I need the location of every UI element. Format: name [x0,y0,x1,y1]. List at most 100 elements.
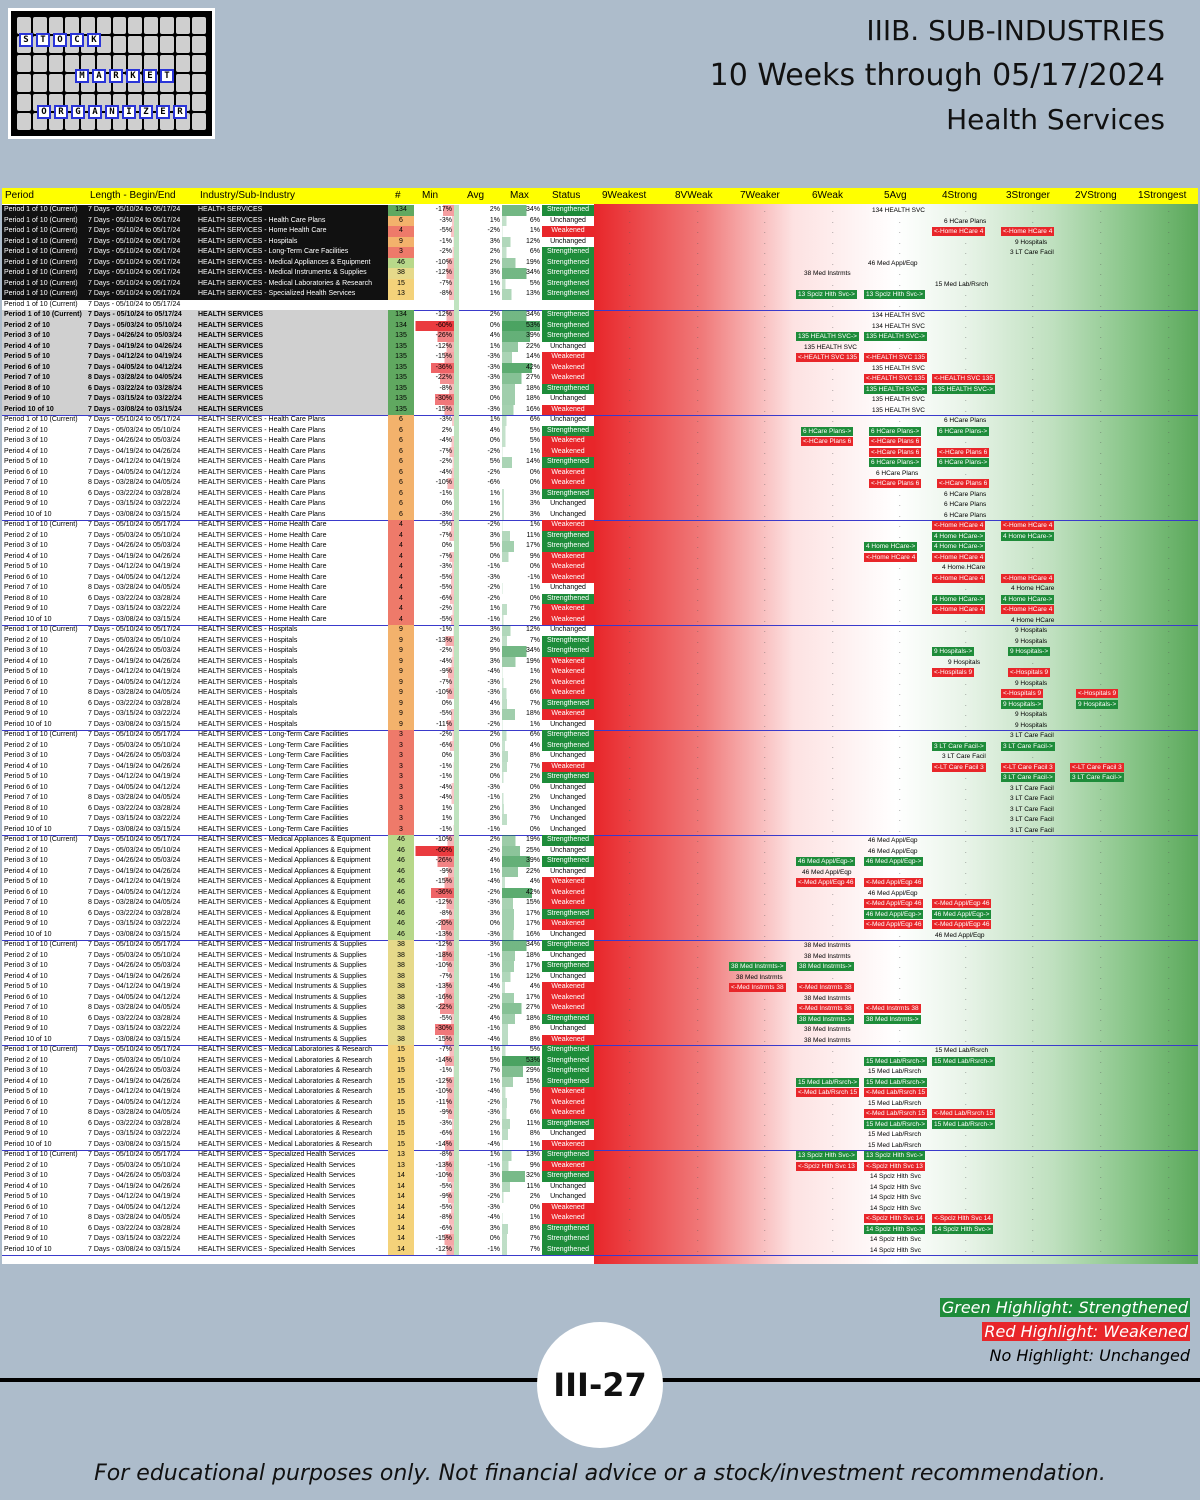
status-cell: Unchanged [550,1193,586,1200]
empty-dot: . [832,376,834,382]
empty-dot: . [1168,859,1170,865]
industry-cell: HEALTH SERVICES - Health Care Plans [198,479,326,486]
empty-dot: . [1100,1174,1102,1180]
length-cell: 8 Days - 03/28/24 to 04/05/24 [88,479,181,486]
count-cell: 9 [388,698,414,709]
rank-badge: 9 Hospitals [1015,711,1048,718]
min-cell: -2% [414,457,454,468]
empty-dot: . [1168,617,1170,624]
industry-cell: HEALTH SERVICES - Medical Appliances & E… [198,920,371,927]
empty-dot: . [1168,911,1170,918]
min-cell: -12% [414,898,454,909]
logo-letter: R [173,105,187,119]
max-cell: 17% [502,541,542,552]
empty-dot: . [697,302,699,309]
empty-dot: . [629,1111,631,1117]
table-row: Period 7 of 10 8 Days - 03/28/24 to 04/05… [2,1003,1198,1014]
industry-cell: HEALTH SERVICES - Long-Term Care Facilit… [198,783,349,791]
empty-dot: . [832,869,834,876]
empty-dot: . [832,680,834,687]
empty-dot: . [832,208,834,214]
empty-dot: . [1100,208,1102,214]
empty-dot: . [1032,1142,1034,1149]
empty-dot: . [1032,1100,1034,1107]
rank-badge: 14 Spclz Hlth Svc [870,1173,921,1180]
empty-dot: . [629,344,631,351]
length-cell: 8 Days - 03/28/24 to 04/05/24 [88,689,181,696]
empty-dot: . [965,754,967,760]
length-cell: 7 Days - 05/10/24 to 05/17/24 [88,1151,181,1158]
industry-cell: HEALTH SERVICES - Hospitals [198,626,298,633]
length-cell: 7 Days - 04/05/24 to 04/12/24 [88,993,181,1001]
period-cell: Period 10 of 10 [4,1035,52,1043]
min-cell [414,300,454,311]
rank-badge: 46 Med Appl/Eqp-> [932,909,992,919]
status-cell: Strengthened [542,257,594,268]
empty-dot: . [1168,1037,1170,1044]
header-col-7weaker: 7Weaker [740,190,780,201]
rank-badge: 3 LT Care Facil [1010,249,1054,256]
empty-dot: . [1032,785,1034,792]
status-cell: Unchanged [550,867,586,875]
min-cell: -11% [414,1097,454,1108]
count-cell: 6 [388,499,414,510]
empty-dot: . [899,1237,901,1243]
count-cell: 4 [388,541,414,552]
min-cell: 0% [441,752,452,759]
period-cell: Period 6 of 10 [4,678,48,686]
status-cell: Unchanged [550,783,586,791]
avg-cell: 0% [454,320,502,331]
count-cell: 38 [388,1003,414,1014]
industry-cell: HEALTH SERVICES - Medical Instruments & … [198,268,388,279]
industry-cell: HEALTH SERVICES - Home Health Care [198,563,327,570]
length-cell: 7 Days - 04/26/24 to 05/03/24 [88,437,181,444]
logo-letter: K [87,33,101,47]
max-cell: 0% [529,468,540,476]
empty-dot: . [764,208,766,214]
rank-badge: <-Hospitals 9 [1008,668,1051,677]
table-row: Period 6 of 10 7 Days - 04/05/24 to 04/12… [2,1097,1198,1108]
table-row: Period 6 of 10 7 Days - 04/05/24 to 04/12… [2,992,1198,1003]
status-cell: Weakened [542,436,594,447]
max-cell: 1% [502,520,542,531]
count-cell: 38 [388,971,414,982]
rank-badge: <-Spclz Hlth Svc 13 [796,1161,857,1171]
count-cell: 38 [388,268,414,279]
period-cell: Period 3 of 10 [4,1067,48,1074]
rank-badge: <-Med Instrmts 38 [864,1004,921,1013]
industry-cell: HEALTH SERVICES - Health Care Plans [198,426,326,434]
empty-dot: . [1100,439,1102,445]
empty-dot: . [1100,890,1102,897]
count-cell: 134 [388,310,414,321]
empty-dot: . [629,943,631,949]
min-cell: -5% [414,1013,454,1024]
table-row: Period 3 of 10 7 Days - 04/26/24 to 05/03… [2,856,1198,867]
empty-dot: . [965,1195,967,1201]
rank-badge: <-HCare Plans 6 [869,479,922,488]
status-cell: Weakened [542,572,594,583]
empty-dot: . [832,1121,834,1128]
empty-dot: . [764,649,766,655]
empty-dot: . [832,890,834,897]
empty-dot: . [697,218,699,225]
count-cell [388,300,414,311]
empty-dot: . [1168,701,1170,708]
industry-cell: HEALTH SERVICES - Long-Term Care Facilit… [198,247,388,258]
count-cell: 9 [388,688,414,699]
empty-dot: . [629,1216,631,1222]
period-cell: Period 1 of 10 (Current) [4,836,78,843]
empty-dot: . [832,1237,834,1243]
rank-badge: 3 LT Care Facil [1010,816,1054,823]
empty-dot: . [1032,1111,1034,1117]
empty-dot: . [965,638,967,645]
logo-letter: E [156,105,170,119]
period-cell: Period 9 of 10 [4,605,48,612]
period-cell: Period 10 of 10 [4,930,52,938]
max-cell: 5% [502,425,542,436]
count-cell: 6 [388,478,414,489]
header-period: Period [5,190,34,201]
empty-dot: . [629,827,631,834]
count-cell: 135 [388,352,414,363]
count-cell: 4 [388,614,414,625]
empty-dot: . [965,848,967,855]
